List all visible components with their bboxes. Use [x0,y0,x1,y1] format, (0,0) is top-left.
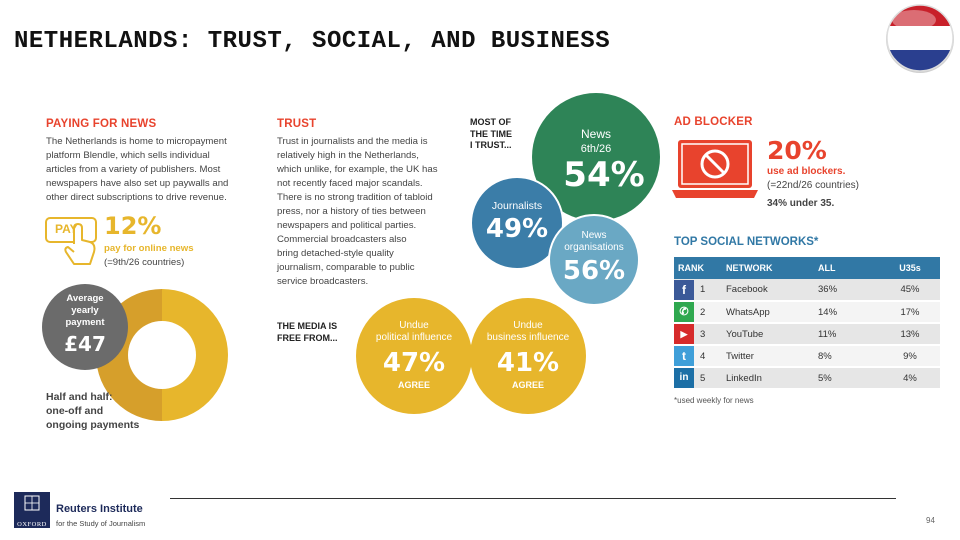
table-row: in 5 LinkedIn 5% 4% [674,367,940,390]
col-rank: RANK [674,257,722,279]
page-number: 94 [926,516,935,525]
facebook-icon: f [674,279,694,300]
row-all: 8% [814,345,880,368]
news-label: News [580,127,611,141]
political-percent: 47% [382,348,446,378]
adblock-description: use ad blockers. [767,166,846,177]
row-rank: 2 [696,301,722,324]
col-u35: U35s [880,257,940,279]
oxford-crest-icon [24,495,40,511]
row-network: Facebook [722,279,814,302]
row-all: 14% [814,301,880,324]
news-percent: 54% [563,155,645,195]
avg-label-1: Average [66,293,104,304]
social-networks-table: RANK NETWORK ALL U35s f 1 Facebook 36% 4… [674,257,940,390]
orgs-label-2: organisations [564,242,624,253]
row-u35: 4% [880,367,940,390]
orgs-label-1: News [581,230,607,241]
row-all: 11% [814,323,880,346]
adblock-under35: 34% under 35. [767,198,835,209]
footer-divider [170,498,896,499]
table-header-row: RANK NETWORK ALL U35s [674,257,940,279]
news-rank: 6th/26 [580,143,612,155]
table-row: f 1 Facebook 36% 45% [674,279,940,302]
pay-description: pay for online news [104,243,194,254]
most-of-time-label: MOST OF THE TIME I TRUST... [470,117,512,150]
pay-rank: (=9th/26 countries) [104,257,185,268]
row-all: 5% [814,367,880,390]
social-heading: TOP SOCIAL NETWORKS* [674,236,819,248]
orgs-percent: 56% [562,256,626,286]
row-rank: 1 [696,279,722,302]
avg-value: £47 [64,332,106,356]
oxford-logo: OXFORD [14,492,50,528]
row-rank: 5 [696,367,722,390]
political-agree: AGREE [397,380,430,390]
institute-name: Reuters Institute [56,503,143,515]
avg-label-2: yearly [71,305,99,316]
pay-percent: 12% [104,212,162,240]
political-label-2: political influence [375,332,453,343]
whatsapp-icon: ✆ [674,302,694,322]
paying-text: The Netherlands is home to micropayment … [46,136,229,203]
business-percent: 41% [496,348,560,378]
political-influence-circle: Undue political influence 47% AGREE [356,298,472,414]
twitter-icon: t [674,346,694,366]
row-u35: 45% [880,279,940,302]
pay-label: PAY [55,222,78,236]
col-all: ALL [814,257,880,279]
news-orgs-trust-circle: News organisations 56% [548,214,640,306]
paying-heading: PAYING FOR NEWS [46,118,157,130]
row-u35: 13% [880,323,940,346]
table-row: ▶ 3 YouTube 11% 13% [674,323,940,346]
business-influence-circle: Undue business influence 41% AGREE [470,298,586,414]
political-label-1: Undue [399,320,429,331]
pay-hand-icon [45,217,97,265]
trust-heading: TRUST [277,118,317,130]
row-u35: 9% [880,345,940,368]
row-network: YouTube [722,323,814,346]
ad-blocker-laptop-icon [672,140,758,198]
row-network: Twitter [722,345,814,368]
social-footnote: *used weekly for news [674,396,754,405]
col-network: NETWORK [722,257,814,279]
netherlands-flag-icon [886,4,954,73]
table-row: t 4 Twitter 8% 9% [674,345,940,368]
row-network: WhatsApp [722,301,814,324]
half-and-half-text: Half and half: one-off and ongoing payme… [46,391,140,431]
journalists-percent: 49% [485,214,549,244]
row-rank: 4 [696,345,722,368]
avg-label-3: payment [65,317,105,328]
row-network: LinkedIn [722,367,814,390]
linkedin-icon: in [674,368,694,388]
average-payment-circle: Average yearly payment £47 [42,284,128,370]
business-agree: AGREE [511,380,544,390]
trust-text: Trust in journalists and the media is re… [277,136,438,287]
row-rank: 3 [696,323,722,346]
business-label-2: business influence [486,332,570,343]
row-all: 36% [814,279,880,302]
journalists-label: Journalists [491,200,543,212]
page-title: NETHERLANDS: TRUST, SOCIAL, AND BUSINESS [14,28,611,55]
adblock-heading: AD BLOCKER [674,116,753,128]
business-label-1: Undue [513,320,543,331]
institute-sub: for the Study of Journalism [56,519,146,528]
oxford-logo-text: OXFORD [17,521,47,528]
adblock-percent: 20% [767,136,827,165]
table-row: ✆ 2 WhatsApp 14% 17% [674,301,940,324]
row-u35: 17% [880,301,940,324]
youtube-icon: ▶ [674,324,694,344]
adblock-rank: (=22nd/26 countries) [767,180,860,191]
free-from-label: THE MEDIA IS FREE FROM... [277,321,338,343]
